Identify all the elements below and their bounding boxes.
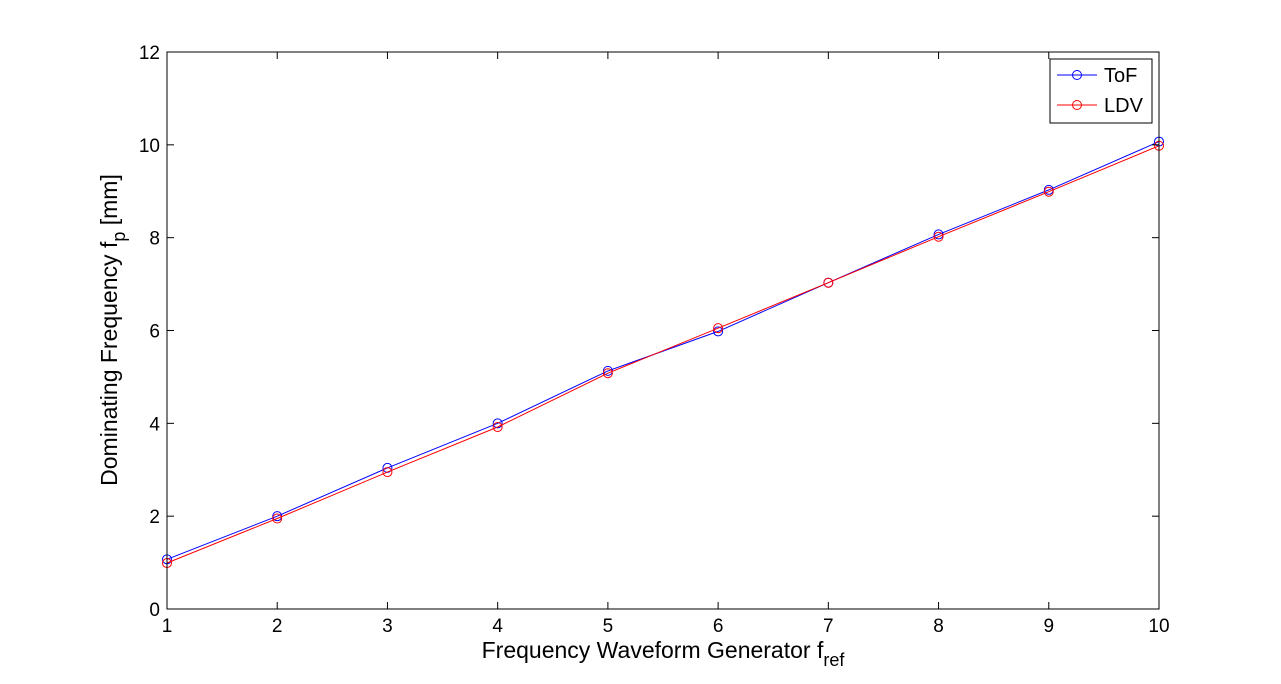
y-tick-label: 10 — [139, 136, 160, 157]
x-tick-label: 7 — [823, 616, 834, 637]
data-point-ldv — [382, 467, 393, 478]
plot-area — [167, 52, 1159, 609]
y-axis-label: Dominating Frequency fp [mm] — [96, 174, 129, 486]
data-point-tof — [713, 326, 724, 337]
x-tick-label: 4 — [492, 616, 503, 637]
x-tick-label: 8 — [933, 616, 944, 637]
data-point-ldv — [492, 422, 503, 433]
legend-box — [1049, 58, 1153, 124]
legend-label-ldv: LDV — [1104, 95, 1144, 117]
y-tick-label: 12 — [139, 43, 160, 64]
legend-marker-ldv — [1072, 100, 1082, 110]
legend-label-tof: ToF — [1104, 65, 1137, 87]
series-layer — [162, 136, 1164, 569]
y-tick-label: 2 — [149, 507, 160, 528]
y-axis-label-subscript: p — [109, 232, 129, 242]
y-tick-label: 0 — [149, 600, 160, 621]
y-axis-label-unit: [mm] — [96, 174, 122, 232]
x-tick-label: 10 — [1148, 616, 1169, 637]
x-axis-label-subscript: ref — [823, 650, 845, 670]
series-line-ldv — [166, 145, 1160, 564]
legend-marker-tof — [1072, 70, 1082, 80]
x-tick-label: 6 — [713, 616, 724, 637]
data-point-ldv — [933, 231, 944, 242]
y-tick-label: 6 — [149, 322, 160, 343]
data-point-tof — [492, 418, 503, 429]
x-tick-label: 9 — [1043, 616, 1054, 637]
x-tick-label: 1 — [162, 616, 173, 637]
x-axis-label: Frequency Waveform Generator fref — [482, 637, 846, 670]
y-tick-label: 4 — [149, 414, 160, 435]
data-point-ldv — [713, 323, 724, 334]
legend: ToF LDV — [1049, 58, 1153, 124]
y-tick-label: 8 — [149, 229, 160, 250]
data-point-ldv — [272, 513, 283, 524]
x-tick-label: 3 — [382, 616, 393, 637]
x-tick-label: 5 — [603, 616, 614, 637]
data-point-ldv — [1043, 186, 1054, 197]
x-tick-label: 2 — [272, 616, 283, 637]
data-point-ldv — [602, 368, 613, 379]
data-point-ldv — [823, 277, 834, 288]
